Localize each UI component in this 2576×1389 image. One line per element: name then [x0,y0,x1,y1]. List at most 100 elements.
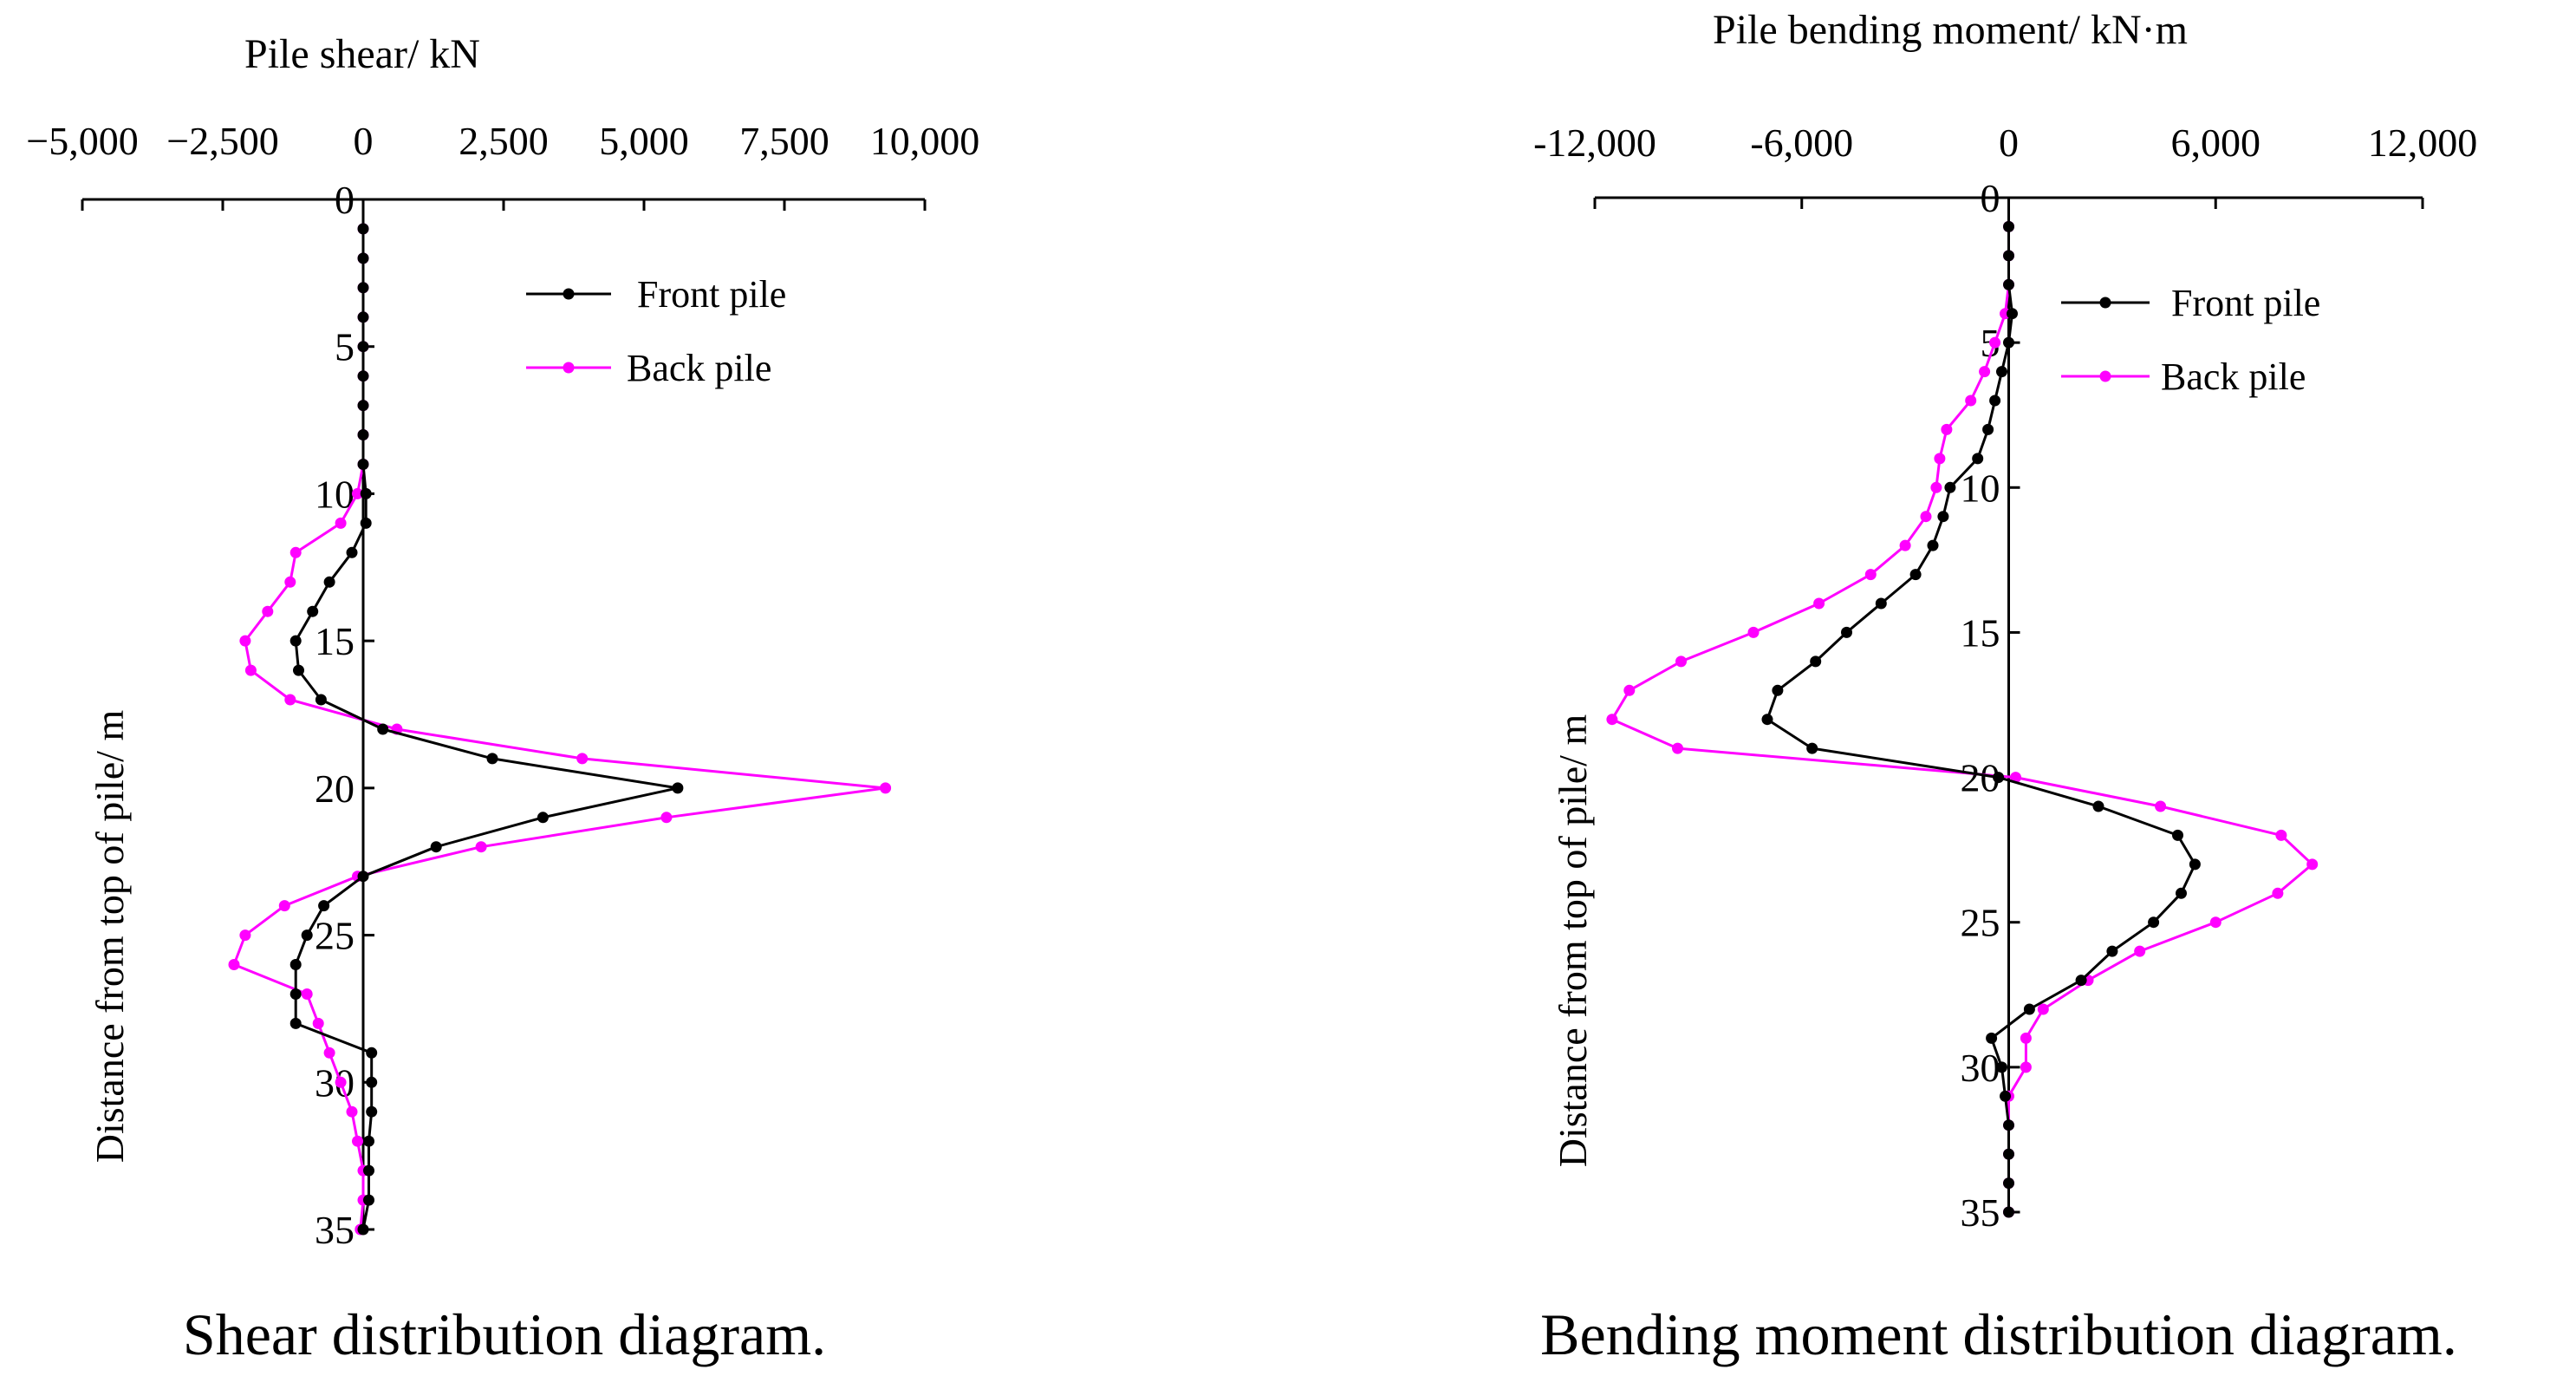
shear-front-pile-point [357,400,369,412]
shear-front-pile-point [672,782,684,794]
moment-front-pile-point [1996,1061,2007,1073]
shear-front-pile-point [357,311,369,323]
moment-back-pile-point [2037,1003,2049,1015]
moment-back-pile-point [2155,800,2167,812]
moment-front-pile-point [2003,336,2014,349]
shear-front-pile-point [289,988,302,1000]
moment-back-pile-point [1623,684,1636,696]
moment-x-tick-label: -12,000 [1533,121,1656,165]
moment-front-pile-point [2003,220,2014,232]
shear-y-tick-label: 5 [335,325,355,369]
moment-front-pile-point [1841,626,1852,638]
shear-legend: Front pile Back pile [526,273,786,389]
moment-back-pile-point [2020,1032,2032,1044]
moment-back-pile-point [1747,626,1760,638]
moment-front-pile-point [2106,945,2118,957]
moment-front-pile-point [2176,887,2187,899]
moment-front-pile-point [2003,1177,2014,1190]
moment-front-pile-point [2000,1090,2011,1102]
shear-back-pile-point [289,546,302,558]
moment-back-pile-point [1920,511,1932,523]
moment-x-tick-label: 6,000 [2171,121,2261,165]
shear-legend-front-pile: Front pile [526,273,786,316]
shear-x-tick-label: −5,000 [26,119,138,163]
shear-front-pile-point [357,1223,369,1236]
shear-y-tick-label: 20 [315,766,355,811]
moment-front-pile-point [2003,250,2014,262]
shear-front-pile-point [357,871,369,883]
shear-front-pile-point [307,605,319,617]
shear-chart: Pile shear/ kN Distance from top of pile… [26,31,979,1367]
shear-y-axis-title: Distance from top of pile/ m [88,710,132,1164]
shear-front-pile-point [366,1076,378,1088]
shear-y-tick-label: 25 [315,914,355,958]
shear-front-pile-point [486,753,498,765]
moment-front-pile-point [1986,1032,1998,1044]
moment-y-tick-label: 35 [1961,1190,2000,1235]
moment-y-tick-label: 15 [1961,610,2000,655]
moment-back-pile-point [1979,366,1991,378]
moment-x-tick-label: 0 [1999,121,2019,165]
moment-legend-front-pile: Front pile [2061,282,2320,324]
moment-front-pile-point [2148,916,2160,929]
moment-front-pile-point [1909,569,1922,581]
moment-legend-front-pile-label: Front pile [2171,282,2320,324]
shear-front-pile-point [363,1194,374,1206]
shear-caption: Shear distribution diagram. [183,1301,826,1367]
shear-back-pile-point [880,782,892,794]
shear-back-pile-point [239,635,251,647]
moment-caption: Bending moment distribution diagram. [1540,1301,2457,1367]
shear-front-pile-point [318,900,330,912]
shear-legend-front-pile-label: Front pile [637,273,786,316]
moment-back-pile-point [2275,829,2287,841]
shear-front-pile-point [346,546,358,558]
moment-back-pile-point [2134,945,2146,957]
moment-front-pile-point [2007,308,2018,320]
moment-back-pile-point [2020,1061,2032,1073]
moment-front-pile-point [2075,975,2087,987]
moment-back-pile-point [1864,569,1877,581]
shear-y-tick-label: 15 [315,619,355,663]
moment-front-pile-point [2003,1206,2014,1218]
moment-front-pile-point [2003,278,2014,290]
moment-back-pile-point [1813,597,1825,610]
shear-front-pile-point [357,370,369,382]
shear-front-pile-point [357,341,369,353]
moment-front-pile-point [2003,1148,2014,1160]
moment-front-pile-point [1993,772,2005,784]
shear-y-tick-label: 0 [335,178,355,222]
shear-x-tick-label: −2,500 [166,119,278,163]
shear-x-tick-label: 7,500 [739,119,829,163]
moment-front-pile-point [2023,1003,2035,1015]
moment-y-tick-label: 10 [1961,466,2000,510]
moment-back-pile-point [1941,423,1953,435]
moment-y-tick-label: 30 [1961,1046,2000,1090]
shear-front-pile-point [357,429,369,440]
moment-legend: Front pile Back pile [2061,282,2320,398]
moment-front-pile-point [2092,800,2104,812]
shear-y-tick-label: 35 [315,1208,355,1252]
shear-front-pile-point [360,487,372,499]
moment-front-pile-point [1810,655,1822,668]
moment-front-pile-point [1772,684,1784,696]
shear-back-pile-point [262,605,274,617]
shear-legend-back-pile-label: Back pile [627,347,771,389]
shear-back-pile-point [323,1047,335,1059]
shear-front-pile-point [357,459,369,470]
shear-back-pile-point [284,576,296,588]
moment-front-pile-point [1982,423,1994,435]
moment-front-pile-point [1806,742,1818,754]
moment-front-pile-point [2003,1119,2014,1131]
moment-back-pile-point [2272,887,2284,899]
shear-front-pile-point [357,282,369,294]
shear-front-pile-point [360,517,372,529]
shear-front-pile-point [377,723,389,735]
shear-x-tick-label: 10,000 [870,119,980,163]
shear-front-pile-point [301,929,313,942]
moment-back-pile-point [1675,655,1687,668]
moment-chart: Pile bending moment/ kN·m Distance from … [1533,7,2477,1367]
shear-front-pile-point [363,1164,374,1177]
moment-front-pile-point [1989,395,2001,407]
